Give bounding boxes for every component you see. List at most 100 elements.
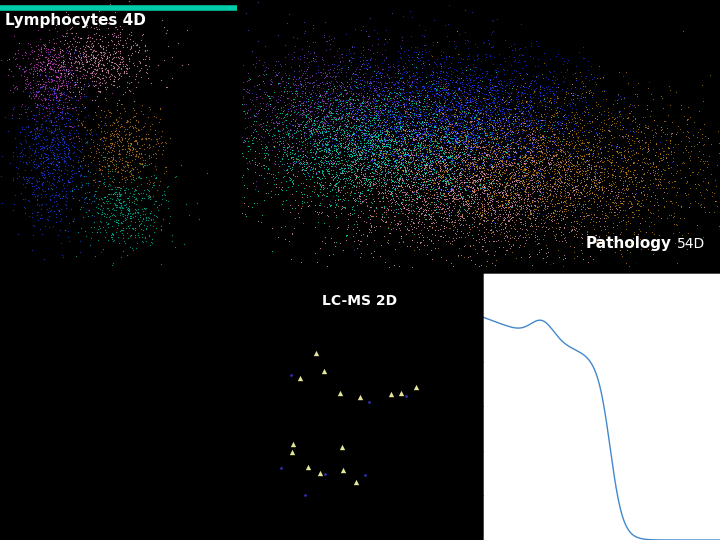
Point (267, 65, 279, 74)
Point (386, 177, 397, 186)
Point (156, 16, 167, 24)
Point (441, 79, 452, 87)
Point (369, 125, 380, 134)
Point (474, 101, 486, 110)
Point (72, 52, 84, 60)
Point (442, 72, 454, 80)
Point (546, 217, 558, 225)
Point (86, 211, 98, 220)
Point (477, 215, 488, 224)
Point (600, 133, 611, 142)
Point (114, 202, 126, 211)
Point (16, 110, 27, 118)
Point (463, 150, 474, 158)
Point (464, 81, 475, 90)
Point (359, 471, 371, 480)
Point (343, 97, 354, 105)
Point (289, 117, 301, 125)
Point (562, 172, 573, 180)
Point (397, 130, 408, 138)
Point (590, 212, 602, 221)
Point (493, 174, 505, 183)
Point (539, 97, 550, 105)
Point (517, 219, 528, 228)
Point (385, 93, 397, 102)
Point (55, 69, 66, 77)
Point (563, 180, 575, 189)
Point (480, 180, 491, 189)
Point (418, 174, 430, 183)
Point (559, 154, 570, 163)
Point (434, 98, 446, 107)
Point (395, 186, 407, 194)
Point (428, 206, 440, 215)
Point (503, 150, 514, 159)
Point (300, 164, 312, 172)
Point (642, 183, 653, 191)
Point (346, 134, 357, 143)
Point (654, 184, 665, 192)
Point (498, 156, 510, 165)
Point (37, 158, 49, 166)
Point (440, 123, 451, 132)
Point (358, 134, 369, 143)
Point (472, 120, 484, 129)
Point (350, 158, 361, 166)
Point (462, 151, 474, 159)
Point (370, 147, 382, 156)
Point (137, 160, 148, 168)
Point (383, 78, 395, 86)
Point (48, 52, 59, 61)
Point (28, 149, 40, 158)
Point (123, 123, 135, 131)
Point (616, 154, 628, 163)
Point (486, 222, 498, 231)
Point (474, 98, 486, 106)
Point (396, 183, 408, 192)
Point (334, 140, 346, 149)
Point (570, 186, 582, 195)
Point (278, 87, 289, 96)
Point (454, 148, 465, 157)
Point (697, 140, 708, 149)
Point (474, 124, 486, 133)
Point (395, 389, 407, 397)
Point (531, 221, 542, 230)
Point (400, 190, 412, 198)
Point (261, 169, 273, 178)
Point (614, 92, 626, 101)
Point (487, 129, 498, 138)
Point (492, 159, 503, 167)
Point (361, 172, 373, 180)
Point (473, 109, 485, 118)
Point (289, 107, 301, 116)
Point (562, 152, 573, 161)
Point (589, 181, 600, 190)
Point (538, 197, 549, 206)
Point (143, 152, 155, 160)
Point (449, 193, 460, 202)
Point (462, 183, 474, 192)
Point (446, 151, 458, 160)
Point (557, 77, 569, 86)
Point (389, 198, 400, 206)
Point (474, 87, 485, 96)
Point (379, 101, 390, 110)
Point (454, 93, 465, 102)
Point (482, 195, 494, 204)
Point (407, 178, 418, 186)
Point (555, 172, 567, 180)
Point (442, 19, 454, 28)
Point (538, 199, 549, 207)
Point (333, 149, 344, 158)
Point (426, 136, 437, 145)
Point (336, 50, 348, 59)
Point (365, 147, 377, 156)
Point (573, 166, 585, 175)
Point (527, 141, 539, 150)
Point (456, 136, 467, 144)
Point (315, 143, 327, 152)
Point (434, 167, 446, 176)
Point (431, 37, 443, 46)
Point (473, 119, 485, 127)
